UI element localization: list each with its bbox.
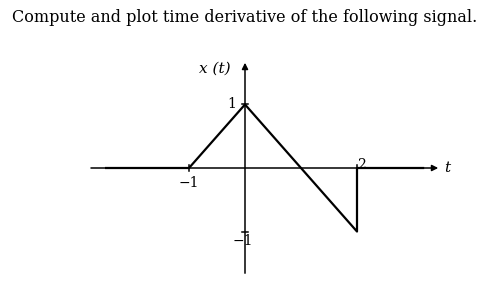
Text: 2: 2 — [357, 158, 366, 172]
Text: −1: −1 — [233, 234, 253, 248]
Text: x (t): x (t) — [199, 61, 231, 76]
Text: t: t — [444, 161, 450, 175]
Text: −1: −1 — [179, 176, 199, 190]
Text: Compute and plot time derivative of the following signal.: Compute and plot time derivative of the … — [12, 9, 478, 26]
Text: 1: 1 — [228, 98, 237, 112]
